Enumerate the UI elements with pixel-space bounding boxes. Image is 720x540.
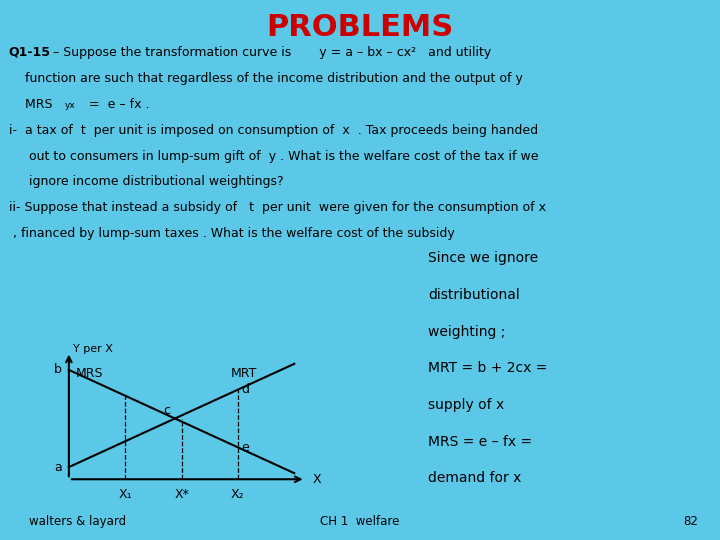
Text: MRS = e – fx =: MRS = e – fx =: [428, 435, 533, 449]
Text: 82: 82: [683, 515, 698, 528]
Text: b: b: [54, 363, 62, 376]
Text: walters & layard: walters & layard: [29, 515, 126, 528]
Text: MRS: MRS: [76, 367, 103, 381]
Text: CH 1  welfare: CH 1 welfare: [320, 515, 400, 528]
Text: i-  a tax of  t  per unit is imposed on consumption of  x  . Tax proceeds being : i- a tax of t per unit is imposed on con…: [9, 124, 538, 137]
Text: MRT = b + 2cx =: MRT = b + 2cx =: [428, 361, 548, 375]
Text: MRT: MRT: [231, 367, 258, 381]
Text: – Suppose the transformation curve is       y = a – bx – cx²   and utility: – Suppose the transformation curve is y …: [49, 46, 491, 59]
Text: X₁: X₁: [118, 488, 132, 501]
Text: weighting ;: weighting ;: [428, 325, 505, 339]
Text: , financed by lump-sum taxes . What is the welfare cost of the subsidy: , financed by lump-sum taxes . What is t…: [9, 227, 454, 240]
Text: Since we ignore: Since we ignore: [428, 251, 539, 265]
Text: ignore income distributional weightings?: ignore income distributional weightings?: [9, 176, 283, 188]
Text: =  e – fx .: = e – fx .: [81, 98, 149, 111]
Text: ii- Suppose that instead a subsidy of   t  per unit  were given for the consumpt: ii- Suppose that instead a subsidy of t …: [9, 201, 546, 214]
Text: MRS: MRS: [9, 98, 52, 111]
Text: out to consumers in lump-sum gift of  y . What is the welfare cost of the tax if: out to consumers in lump-sum gift of y .…: [9, 150, 538, 163]
Text: e: e: [241, 441, 249, 454]
Text: X₂: X₂: [231, 488, 245, 501]
Text: X*: X*: [174, 488, 189, 501]
Text: yx: yx: [65, 101, 76, 110]
Text: function are such that regardless of the income distribution and the output of y: function are such that regardless of the…: [9, 72, 523, 85]
Text: c: c: [163, 404, 171, 417]
Text: Q1-15: Q1-15: [9, 46, 50, 59]
Text: a: a: [54, 461, 62, 474]
Text: d: d: [241, 383, 249, 396]
Text: demand for x: demand for x: [428, 471, 522, 485]
Text: distributional: distributional: [428, 288, 520, 302]
Text: X: X: [312, 472, 321, 486]
Text: PROBLEMS: PROBLEMS: [266, 14, 454, 43]
Text: supply of x: supply of x: [428, 398, 505, 412]
Text: Y per X: Y per X: [73, 344, 113, 354]
